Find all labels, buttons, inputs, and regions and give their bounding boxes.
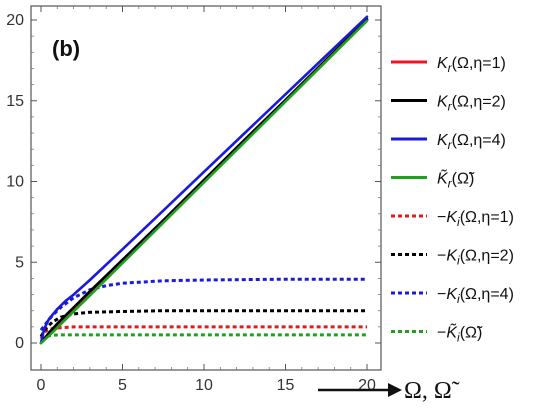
legend-entry: −K̃i(Ω̃) <box>437 322 483 345</box>
legend-entry: −Ki(Ω,η=2) <box>437 248 514 268</box>
y-tick-label: 5 <box>15 254 24 271</box>
legend-entry: Kr(Ω,η=4) <box>437 132 506 152</box>
x-axis-arrow <box>318 383 402 397</box>
y-tick-label: 15 <box>6 93 24 110</box>
x-tick-label: 15 <box>277 377 295 394</box>
legend-entry: Kr(Ω,η=1) <box>437 55 506 75</box>
series-line <box>39 19 369 345</box>
x-tick-label: 0 <box>37 377 46 394</box>
series-line <box>39 325 367 340</box>
y-tick-label: 20 <box>6 12 24 29</box>
y-tick-label: 0 <box>15 335 24 352</box>
legend-entry: K̃r(Ω̃) <box>437 168 475 191</box>
legend-entry: −Ki(Ω,η=1) <box>437 209 514 229</box>
arrow-head <box>388 383 402 397</box>
x-tick-label: 10 <box>195 377 213 394</box>
series-line <box>39 309 367 338</box>
legend: Kr(Ω,η=1) Kr(Ω,η=2) Kr(Ω,η=4) K̃r(Ω̃) −Ki(Ω,… <box>391 55 514 345</box>
series-line <box>40 333 367 342</box>
legend-entry: −Ki(Ω,η=4) <box>437 286 514 306</box>
y-tick-label: 10 <box>6 174 24 191</box>
x-tick-label: 5 <box>118 377 127 394</box>
legend-entry: Kr(Ω,η=2) <box>437 94 506 114</box>
series-group <box>39 15 369 345</box>
series-line <box>39 277 367 332</box>
plot-frame <box>30 5 382 371</box>
plot-border <box>30 5 382 371</box>
x-axis-title: Ω, Ω̃ <box>404 378 460 404</box>
panel-label: (b) <box>52 36 80 61</box>
x-tick-label: 20 <box>358 377 376 394</box>
series-line <box>39 15 369 345</box>
